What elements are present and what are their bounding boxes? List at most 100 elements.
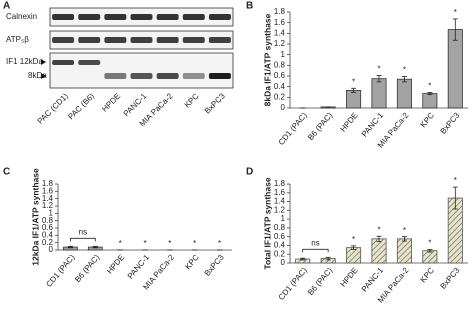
row-label: IF1 12kDa — [6, 57, 43, 66]
bracket — [302, 248, 329, 253]
bar — [422, 93, 438, 109]
bracket-label: ns — [79, 227, 87, 236]
significance: * — [352, 77, 355, 86]
x-tick-label: CD1 (PAC) — [277, 111, 309, 147]
y-tick-label: 0.2 — [274, 92, 286, 101]
x-tick-label: B6 (PAC) — [73, 253, 101, 284]
y-tick-label: 0.6 — [274, 71, 286, 80]
panel-letter: A — [3, 1, 10, 12]
y-axis-label: 8kDa IF1/ATP synthase — [262, 13, 272, 106]
y-tick-label: 1.6 — [274, 18, 286, 27]
panel-letter: D — [246, 167, 253, 178]
band — [104, 14, 127, 20]
band — [182, 73, 205, 79]
band — [182, 37, 205, 43]
bar — [447, 29, 463, 109]
panel-letter: C — [3, 167, 10, 178]
bar — [371, 238, 387, 264]
y-tick-label: 1.6 — [274, 188, 286, 197]
x-tick-label: PANC-1 — [360, 265, 386, 293]
band — [52, 14, 75, 20]
row-label: ATP₅β — [6, 35, 29, 44]
significance: * — [119, 239, 122, 248]
y-tick-label: 1.8 — [274, 179, 286, 188]
band — [156, 14, 179, 20]
x-tick-label: B6 (PAC) — [306, 111, 334, 142]
x-tick-label: BxPC3 — [439, 110, 462, 135]
significance: * — [193, 239, 196, 248]
y-tick-label: 0 — [49, 245, 54, 254]
band — [52, 37, 75, 43]
lane-label: HPDE — [100, 92, 122, 114]
y-tick-label: 1.2 — [274, 205, 286, 214]
band — [130, 37, 153, 43]
band — [156, 37, 179, 43]
band — [78, 60, 101, 65]
significance: * — [352, 235, 355, 244]
bar — [346, 90, 362, 109]
band — [208, 73, 231, 79]
band — [52, 60, 75, 65]
band — [104, 73, 127, 79]
y-tick-label: 1.2 — [42, 201, 54, 210]
bar — [371, 78, 387, 109]
bar — [396, 238, 412, 264]
row-label: Calnexin — [6, 12, 37, 21]
y-tick-label: 1.6 — [42, 186, 54, 195]
arrow — [41, 73, 46, 79]
x-tick-label: PANC-1 — [360, 110, 386, 138]
band — [130, 14, 153, 20]
lane-label: KPC — [183, 91, 201, 109]
x-tick-label: KPC — [183, 253, 201, 272]
lane-label: BxPC3 — [203, 91, 227, 115]
y-tick-label: 1 — [281, 50, 286, 59]
blot-frame — [49, 52, 234, 89]
x-tick-label: HPDE — [105, 253, 126, 276]
band — [78, 14, 101, 20]
y-tick-label: 1.8 — [42, 179, 54, 188]
panel-letter: B — [246, 1, 253, 12]
significance: * — [428, 82, 431, 91]
significance: * — [403, 66, 406, 75]
lane-label: PAC (B6) — [66, 91, 96, 121]
significance: * — [454, 8, 457, 17]
y-tick-label: 1.4 — [274, 28, 286, 37]
x-tick-label: CD1 (PAC) — [277, 266, 309, 302]
x-tick-label: KPC — [419, 266, 437, 285]
band — [208, 37, 231, 43]
band — [78, 37, 101, 43]
y-tick-label: 1.4 — [42, 194, 54, 203]
y-tick-label: 0 — [281, 103, 286, 112]
band — [182, 14, 205, 20]
x-tick-label: KPC — [419, 111, 437, 130]
bracket — [70, 237, 96, 242]
bar — [422, 250, 438, 264]
y-tick-label: 1.2 — [274, 39, 286, 48]
y-tick-label: 0.4 — [274, 82, 286, 91]
bar — [396, 78, 412, 109]
y-tick-label: 1.8 — [274, 7, 286, 16]
y-tick-label: 1.4 — [274, 197, 286, 206]
significance: * — [454, 176, 457, 185]
y-tick-label: 0.6 — [42, 223, 54, 232]
y-tick-label: 0.4 — [42, 230, 54, 239]
x-tick-label: PANC-1 — [126, 252, 152, 280]
band — [208, 14, 231, 20]
y-tick-label: 0.2 — [42, 238, 54, 247]
y-tick-label: 1 — [49, 208, 54, 217]
significance: * — [218, 239, 221, 248]
band — [104, 37, 127, 43]
x-tick-label: HPDE — [339, 266, 360, 289]
y-tick-label: 0.8 — [274, 223, 286, 232]
significance: * — [428, 239, 431, 248]
blot — [49, 7, 234, 89]
significance: * — [168, 239, 171, 248]
significance: * — [143, 239, 146, 248]
y-tick-label: 0.2 — [274, 249, 286, 258]
y-axis-label: Total IF1/ATP synthase — [262, 177, 272, 269]
x-tick-label: B6 (PAC) — [306, 266, 334, 297]
lane-label: PAC (CD1) — [36, 91, 70, 125]
x-tick-label: BxPC3 — [203, 252, 226, 277]
x-tick-label: CD1 (PAC) — [44, 253, 76, 289]
